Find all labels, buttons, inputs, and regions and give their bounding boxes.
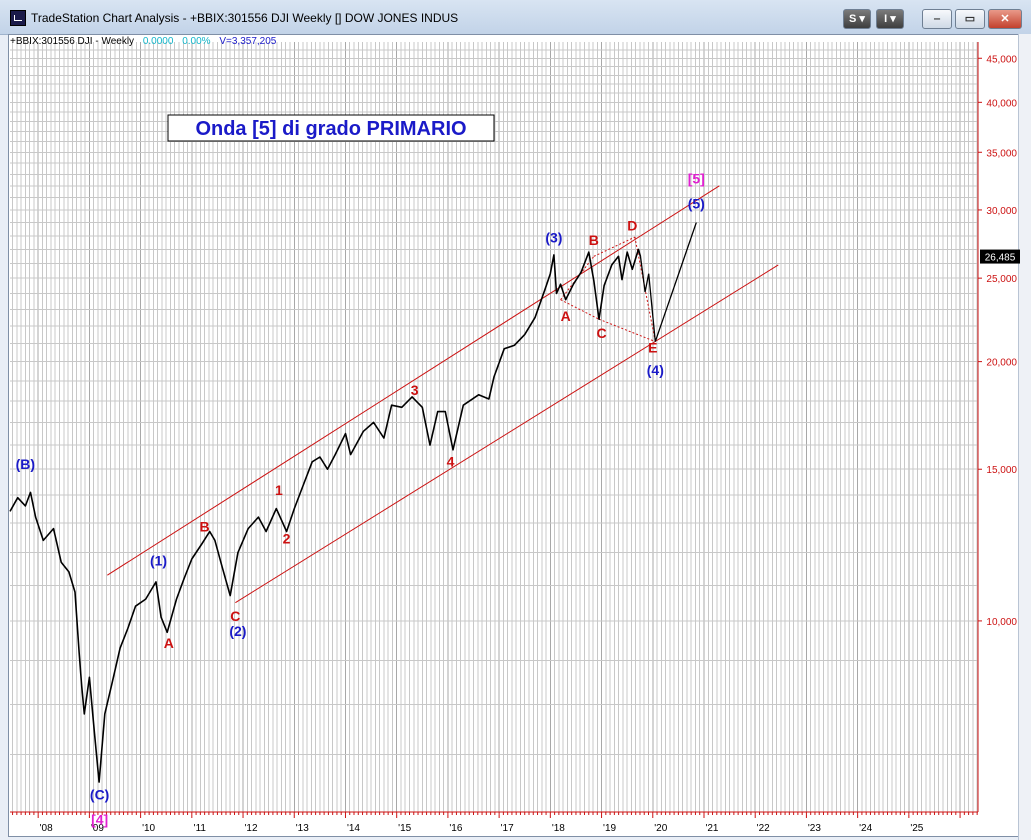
title-bar: TradeStation Chart Analysis - +BBIX:3015… (0, 0, 1031, 35)
wave-label: [5] (688, 170, 705, 186)
wave-label: (5) (688, 196, 705, 212)
last-price-label: 26,485 (985, 253, 1016, 264)
chart-header: +BBIX:301556 DJI - Weekly 0.0000 0.00% V… (10, 36, 282, 47)
x-tick-label: '23 (808, 823, 821, 834)
x-tick-label: '14 (347, 823, 360, 834)
x-tick-label: '16 (449, 823, 462, 834)
indicators-menu-button[interactable]: I ▾ (876, 9, 904, 29)
wave-label: C (230, 608, 240, 624)
wave-label: B (200, 518, 210, 534)
x-tick-label: '12 (245, 823, 258, 834)
y-tick-label: 10,000 (986, 617, 1017, 628)
wave-label: 4 (447, 454, 455, 470)
y-tick-label: 45,000 (986, 54, 1017, 65)
minimize-button[interactable]: ‒ (922, 9, 952, 29)
x-tick-label: '25 (910, 823, 923, 834)
symbol-label: +BBIX:301556 DJI - Weekly (10, 36, 135, 47)
x-tick-label: '24 (859, 823, 872, 834)
x-tick-label: '20 (654, 823, 667, 834)
wave-label: (2) (229, 623, 246, 639)
wave-label: (1) (150, 552, 167, 568)
x-tick-label: '21 (705, 823, 718, 834)
close-icon: ✕ (1000, 13, 1010, 25)
triangle-boundary-line (593, 236, 636, 257)
percent-change: 0.00% (182, 36, 211, 47)
x-tick-label: '11 (194, 823, 207, 834)
styles-menu-button[interactable]: S ▾ (843, 9, 871, 29)
maximize-icon: ▭ (964, 13, 976, 25)
y-tick-label: 30,000 (986, 206, 1017, 217)
window-title: TradeStation Chart Analysis - +BBIX:3015… (31, 11, 459, 25)
wave-label: [4] (91, 812, 108, 828)
y-tick-label: 40,000 (986, 98, 1017, 109)
y-tick-label: 35,000 (986, 148, 1017, 159)
triangle-boundary-line (560, 299, 600, 320)
wave-label: B (589, 232, 599, 248)
volume-label: V=3,357,205 (219, 36, 277, 47)
x-tick-label: '09 (91, 823, 104, 834)
wave-label: C (596, 325, 606, 341)
change-value: 0.0000 (142, 36, 174, 47)
last-price-marker (980, 249, 1020, 264)
wave-label: 2 (283, 530, 291, 546)
x-tick-label: '19 (603, 823, 616, 834)
y-tick-label: 15,000 (986, 465, 1017, 476)
x-tick-label: '17 (501, 823, 514, 834)
y-tick-label: 25,000 (986, 274, 1017, 285)
y-tick-label: 20,000 (986, 358, 1017, 369)
wave-label: A (561, 308, 571, 324)
x-tick-label: '10 (142, 823, 155, 834)
wave-label: (C) (90, 787, 109, 803)
maximize-button[interactable]: ▭ (955, 9, 985, 29)
wave-label: (4) (647, 362, 664, 378)
x-tick-label: '22 (757, 823, 770, 834)
chart-title: Onda [5] di grado PRIMARIO (195, 118, 466, 140)
s-button-label: S (849, 13, 857, 25)
x-tick-label: '08 (40, 823, 53, 834)
x-tick-label: '18 (552, 823, 565, 834)
app-chart-icon (10, 10, 26, 26)
price-series-line (9, 248, 642, 783)
wave-label: E (648, 339, 657, 355)
wave-label: A (164, 635, 174, 651)
minimize-icon: ‒ (933, 13, 941, 25)
x-tick-label: '15 (398, 823, 411, 834)
wave-label: 1 (275, 482, 283, 498)
vertical-scrollbar[interactable] (1018, 34, 1031, 840)
wave-label: (B) (16, 456, 35, 472)
triangle-boundary-line (560, 256, 595, 301)
projection-path-line (639, 222, 697, 342)
chart-title-box (167, 114, 495, 142)
wave-label: D (627, 217, 637, 233)
wave-label: (3) (545, 229, 562, 245)
i-button-label: I (884, 13, 888, 25)
wave-label: 3 (411, 382, 419, 398)
close-button[interactable]: ✕ (988, 9, 1022, 29)
trend-channel-line (235, 264, 779, 604)
trend-channel-line (107, 185, 720, 576)
x-tick-label: '13 (296, 823, 309, 834)
